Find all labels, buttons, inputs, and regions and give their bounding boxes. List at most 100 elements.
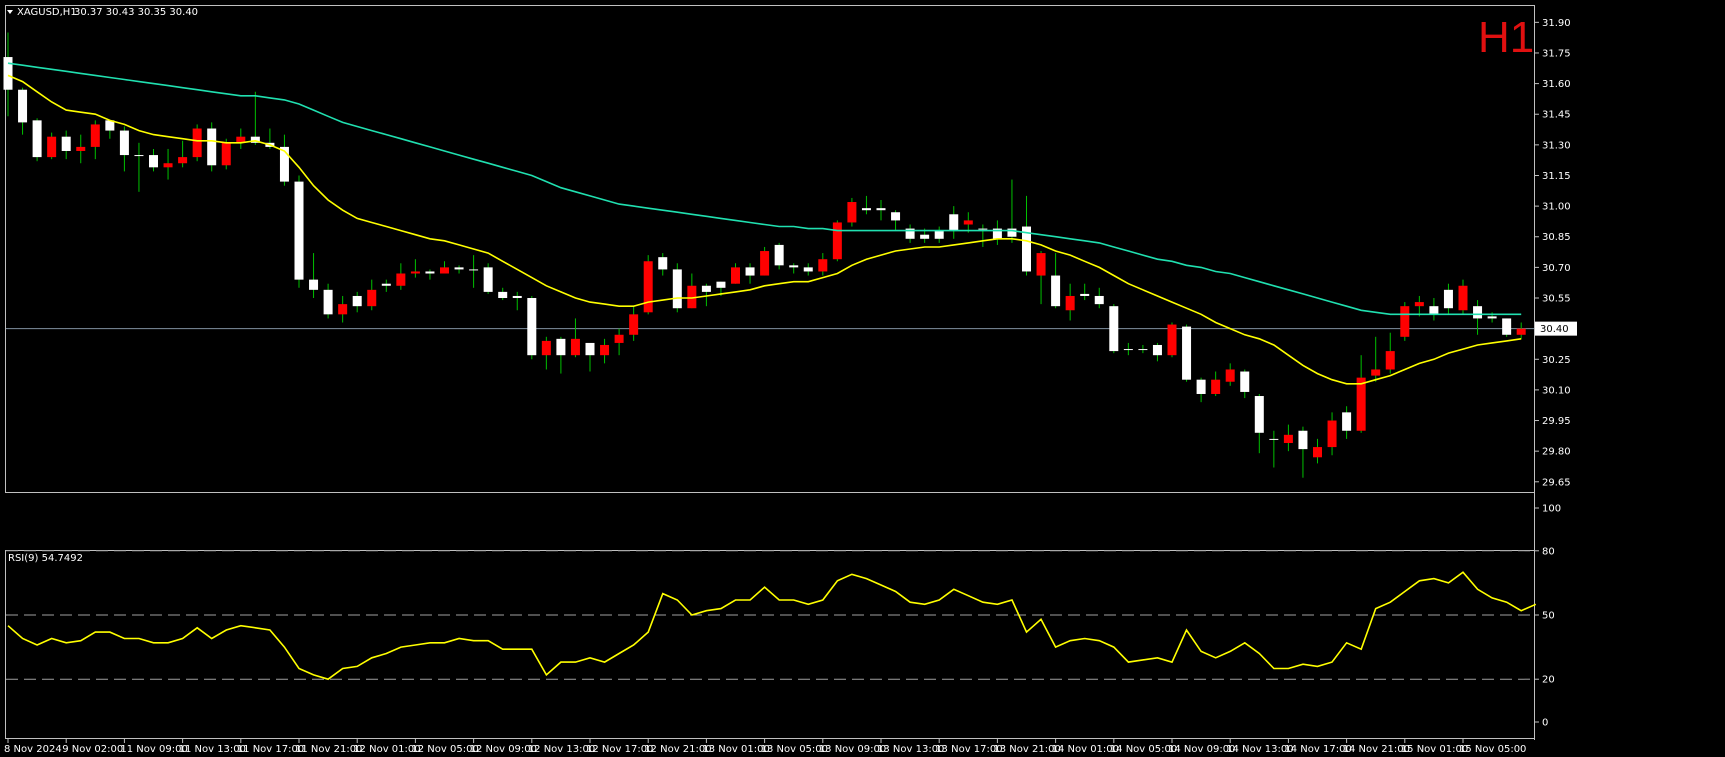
bear-candle — [1356, 377, 1366, 431]
time-tick-label: 14 Nov 01:00 — [1052, 744, 1119, 755]
bull-candle — [774, 244, 784, 266]
bull-candle — [1269, 438, 1279, 440]
time-tick-label: 11 Nov 17:00 — [237, 744, 304, 755]
price-tick-label: 31.75 — [1542, 48, 1571, 59]
bear-candle — [1225, 369, 1235, 382]
bull-candle — [454, 267, 464, 270]
bull-candle — [1007, 228, 1017, 237]
bull-candle — [1022, 226, 1031, 272]
time-tick-label: 13 Nov 13:00 — [877, 744, 944, 755]
bear-candle — [731, 267, 740, 284]
bull-candle — [658, 257, 668, 270]
price-tick-label: 31.00 — [1542, 202, 1571, 213]
bull-candle — [672, 269, 682, 309]
time-tick-label: 15 Nov 01:00 — [1401, 744, 1468, 755]
bull-candle — [1298, 430, 1308, 450]
bull-candle — [701, 285, 711, 292]
bull-candle — [61, 136, 71, 151]
price-tick-label: 30.70 — [1542, 263, 1571, 274]
bull-candle — [1196, 379, 1206, 394]
time-tick-label: 14 Nov 13:00 — [1226, 744, 1293, 755]
bull-candle — [1182, 326, 1192, 380]
bull-candle — [585, 342, 595, 356]
bull-candle — [498, 291, 508, 299]
time-tick-label: 8 Nov 2024 — [4, 744, 62, 755]
symbol-dropdown-icon[interactable] — [7, 10, 13, 14]
bull-candle — [1051, 275, 1061, 307]
time-tick-label: 13 Nov 01:00 — [702, 744, 769, 755]
bull-candle — [861, 208, 871, 211]
price-tick-label: 29.80 — [1542, 447, 1571, 458]
bull-candle — [105, 120, 115, 131]
bull-candle — [483, 267, 493, 292]
time-tick-label: 13 Nov 21:00 — [993, 744, 1060, 755]
bull-candle — [1254, 396, 1264, 433]
time-tick-label: 11 Nov 09:00 — [120, 744, 187, 755]
bull-candle — [309, 279, 319, 290]
ma-slow-line — [7, 62, 1522, 316]
bull-candle — [279, 146, 289, 182]
rsi-tick-label: 80 — [1542, 546, 1555, 557]
price-tick-label: 30.55 — [1542, 294, 1571, 305]
bull-candle — [381, 283, 391, 286]
rsi-pane-frame — [5, 550, 1535, 739]
bear-candle — [338, 304, 348, 315]
bear-candle — [760, 251, 770, 276]
bull-candle — [920, 234, 930, 239]
bear-candle — [541, 340, 551, 356]
bull-candle — [352, 295, 362, 307]
rsi-levels — [6, 550, 1534, 680]
bear-candle — [1313, 447, 1322, 458]
bull-candle — [18, 89, 28, 123]
bull-candle — [934, 230, 944, 239]
rsi-tick-label: 0 — [1542, 718, 1548, 729]
time-tick-label: 11 Nov 13:00 — [179, 744, 246, 755]
bull-candle — [1138, 349, 1148, 351]
bull-candle — [207, 128, 217, 166]
rsi-title: RSI(9) 54.7492 — [8, 553, 83, 564]
bear-candle — [600, 344, 610, 356]
price-tick-label: 31.30 — [1542, 140, 1571, 151]
bull-candle — [425, 271, 435, 274]
bear-candle — [178, 157, 188, 164]
bull-candle — [512, 295, 522, 299]
last-price-value: 30.40 — [1540, 324, 1569, 335]
price-tick-label: 29.65 — [1542, 477, 1571, 488]
rsi-tick-label: 100 — [1542, 504, 1561, 515]
rsi-line — [7, 571, 1537, 681]
bull-candle — [978, 228, 988, 230]
ma-fast-line — [7, 74, 1522, 385]
bull-candle — [803, 267, 813, 272]
time-tick-label: 14 Nov 21:00 — [1343, 744, 1410, 755]
bear-candle — [1036, 253, 1046, 276]
bull-candle — [1473, 306, 1483, 319]
bear-candle — [396, 273, 406, 286]
time-tick-label: 12 Nov 17:00 — [586, 744, 653, 755]
bear-candle — [1458, 285, 1468, 311]
bull-candle — [1443, 289, 1453, 309]
price-axis: 31.90 31.75 31.60 31.45 31.30 31.15 31.00 30.85… — [1534, 18, 1571, 488]
bear-candle — [1327, 420, 1337, 448]
bull-candle — [294, 181, 304, 280]
time-tick-label: 12 Nov 01:00 — [353, 744, 420, 755]
price-tick-label: 30.85 — [1542, 232, 1571, 243]
time-tick-label: 13 Nov 17:00 — [935, 744, 1002, 755]
bull-candle — [949, 214, 959, 231]
bull-candle — [1080, 293, 1090, 296]
bear-candle — [1400, 306, 1410, 337]
bull-candle — [789, 265, 799, 268]
symbol-label: XAGUSD,H1 — [17, 7, 77, 18]
bear-candle — [367, 289, 377, 307]
time-tick-label: 12 Nov 13:00 — [528, 744, 595, 755]
bull-candle — [3, 57, 13, 90]
bear-candle — [818, 259, 828, 272]
bull-candle — [323, 289, 333, 315]
bear-candle — [163, 163, 173, 168]
bull-candle — [716, 281, 726, 288]
bull-candle — [556, 338, 566, 356]
time-tick-label: 13 Nov 05:00 — [761, 744, 828, 755]
bull-candle — [1429, 306, 1439, 315]
bear-candle — [847, 202, 857, 223]
price-tick-label: 30.25 — [1542, 355, 1571, 366]
